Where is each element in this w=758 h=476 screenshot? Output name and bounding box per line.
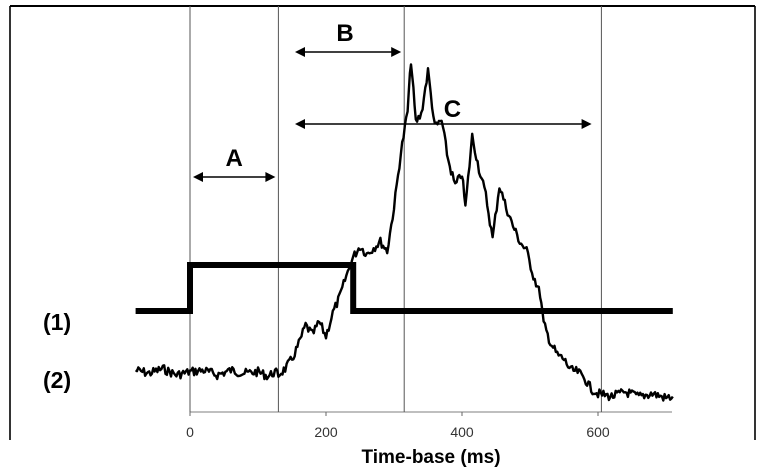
annotation-a-arrowhead-right [265,172,276,182]
x-tick-layer: 0 200 400 600 [186,412,610,440]
x-tick-label-400: 400 [450,424,474,440]
annotation-a-arrowhead-left [193,172,203,182]
series-2-line [134,63,674,402]
annotation-b-arrowhead-right [391,47,402,57]
x-tick-label-600: 600 [586,424,610,440]
series-1-label: (1) [43,309,71,335]
annotation-c-arrowhead-left [295,119,305,129]
x-tick-label-0: 0 [186,424,194,440]
series-layer [134,63,674,402]
annotation-b-arrowhead-left [295,47,305,57]
annotation-c-arrowhead-right [581,119,592,129]
marker-lines [189,6,602,412]
annotation-layer: A B C [193,20,592,182]
series-2-label: (2) [43,367,71,393]
x-axis-label: Time-base (ms) [361,447,500,468]
annotation-b: B [295,20,402,57]
annotation-c-label: C [444,96,461,123]
annotation-c: C [295,96,592,129]
annotation-a: A [193,145,276,182]
x-tick-label-200: 200 [314,424,338,440]
annotation-a-label: A [226,145,243,172]
annotation-b-label: B [336,20,353,47]
series-1-line [135,262,673,314]
